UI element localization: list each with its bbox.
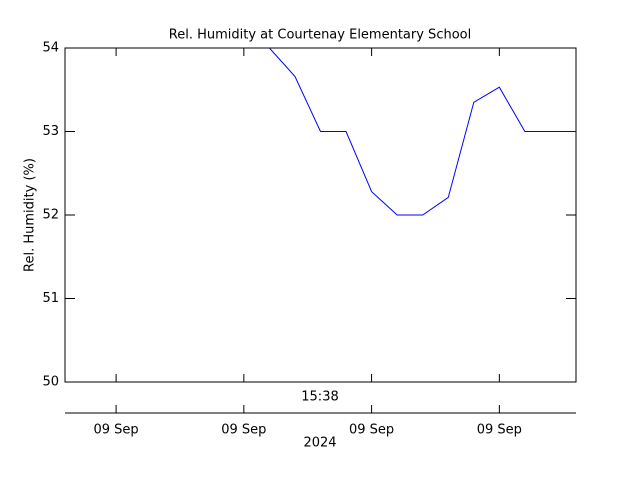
x-tick-label: 09 Sep bbox=[221, 423, 266, 438]
annotation: 15:38 bbox=[301, 390, 338, 405]
x-tick-label: 09 Sep bbox=[477, 423, 522, 438]
y-tick-label: 54 bbox=[42, 41, 59, 56]
y-tick-label: 52 bbox=[42, 208, 59, 223]
x-axis-label: 2024 bbox=[303, 436, 336, 451]
x-tick-label: 09 Sep bbox=[349, 423, 394, 438]
y-axis-label: Rel. Humidity (%) bbox=[23, 158, 38, 272]
plot-frame bbox=[64, 47, 577, 383]
y-tick-label: 51 bbox=[42, 291, 59, 306]
chart-title: Rel. Humidity at Courtenay Elementary Sc… bbox=[169, 28, 471, 43]
data-line bbox=[269, 48, 576, 216]
y-tick-label: 53 bbox=[42, 124, 59, 139]
x-tick-label: 09 Sep bbox=[94, 423, 139, 438]
y-tick-label: 50 bbox=[42, 375, 59, 390]
